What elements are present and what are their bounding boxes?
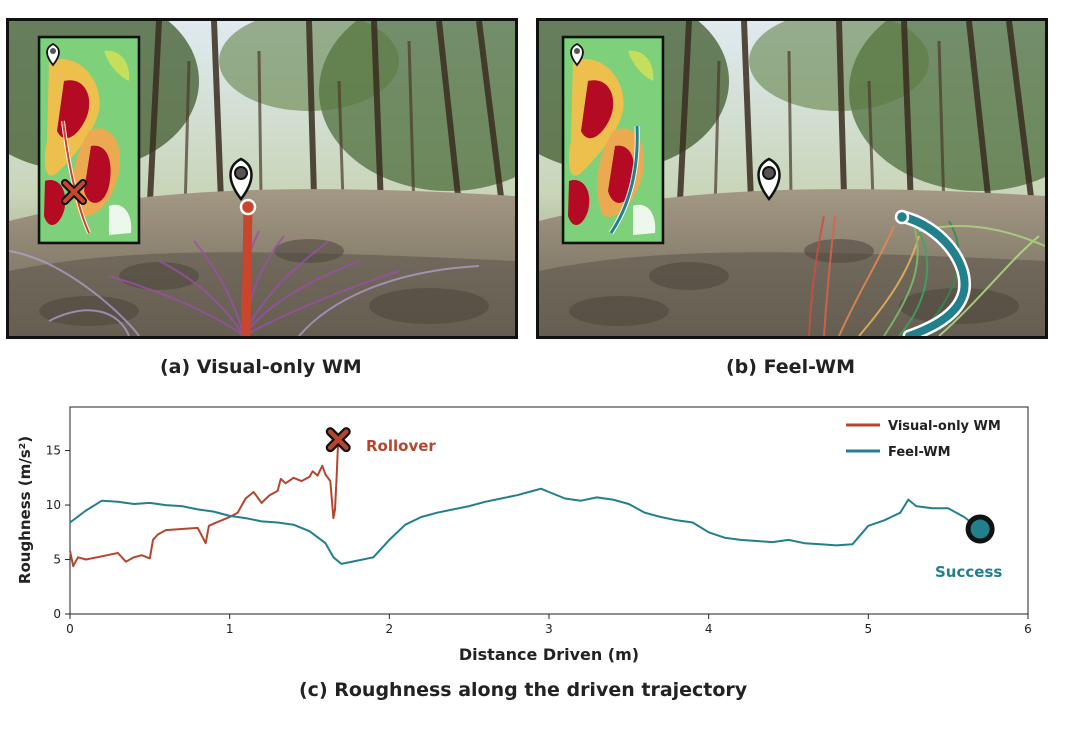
inset-goal-pin-icon bbox=[46, 42, 60, 67]
y-tick-label: 0 bbox=[53, 607, 61, 621]
x-tick-label: 0 bbox=[66, 622, 74, 636]
series-layer bbox=[69, 439, 981, 568]
rollover-label: Rollover bbox=[366, 437, 436, 455]
y-axis: 0 5 10 15 bbox=[46, 444, 70, 621]
x-tick-label: 3 bbox=[545, 622, 553, 636]
y-tick-label: 5 bbox=[53, 553, 61, 567]
rollover-marker-icon bbox=[61, 179, 87, 205]
plot-frame bbox=[69, 406, 1029, 615]
legend: Visual-only WM Feel-WM bbox=[846, 419, 1001, 460]
x-tick-label: 4 bbox=[705, 622, 713, 636]
visual-only-wm-panel bbox=[6, 18, 518, 339]
annotation-layer bbox=[325, 427, 995, 544]
y-axis-label: Roughness (m/s²) bbox=[16, 436, 34, 584]
legend-label-visual-only: Visual-only WM bbox=[888, 419, 1001, 434]
feel-wm-line bbox=[69, 487, 981, 565]
x-tick-label: 5 bbox=[865, 622, 873, 636]
rollover-marker bbox=[325, 427, 351, 453]
x-axis: 0 1 2 3 4 5 6 bbox=[66, 614, 1032, 636]
feel-wm-scene bbox=[539, 21, 1045, 336]
goal-pin-icon bbox=[757, 157, 781, 202]
x-tick-label: 1 bbox=[226, 622, 234, 636]
visual-only-wm-scene bbox=[9, 21, 515, 336]
panel-b-caption: (b) Feel-WM bbox=[726, 356, 855, 378]
feel-wm-panel bbox=[536, 18, 1048, 339]
y-tick-label: 15 bbox=[46, 444, 61, 458]
success-marker bbox=[965, 514, 995, 544]
roughness-map-inset bbox=[561, 35, 665, 245]
legend-label-feel-wm: Feel-WM bbox=[888, 445, 951, 460]
panel-a-caption: (a) Visual-only WM bbox=[160, 356, 362, 378]
roughness-map-inset bbox=[37, 35, 141, 245]
panel-c-caption: (c) Roughness along the driven trajector… bbox=[299, 679, 748, 701]
roughness-chart: 0 1 2 3 4 5 6 0 5 10 15 Distance Driven (m) Rough… bbox=[16, 406, 1032, 664]
x-tick-label: 6 bbox=[1024, 622, 1032, 636]
visual-only-wm-line bbox=[69, 439, 340, 568]
goal-pin-icon bbox=[229, 157, 253, 202]
y-tick-label: 10 bbox=[46, 498, 61, 512]
success-label: Success bbox=[935, 563, 1002, 581]
x-tick-label: 2 bbox=[386, 622, 394, 636]
x-axis-label: Distance Driven (m) bbox=[459, 645, 639, 664]
inset-goal-pin-icon bbox=[570, 42, 584, 67]
